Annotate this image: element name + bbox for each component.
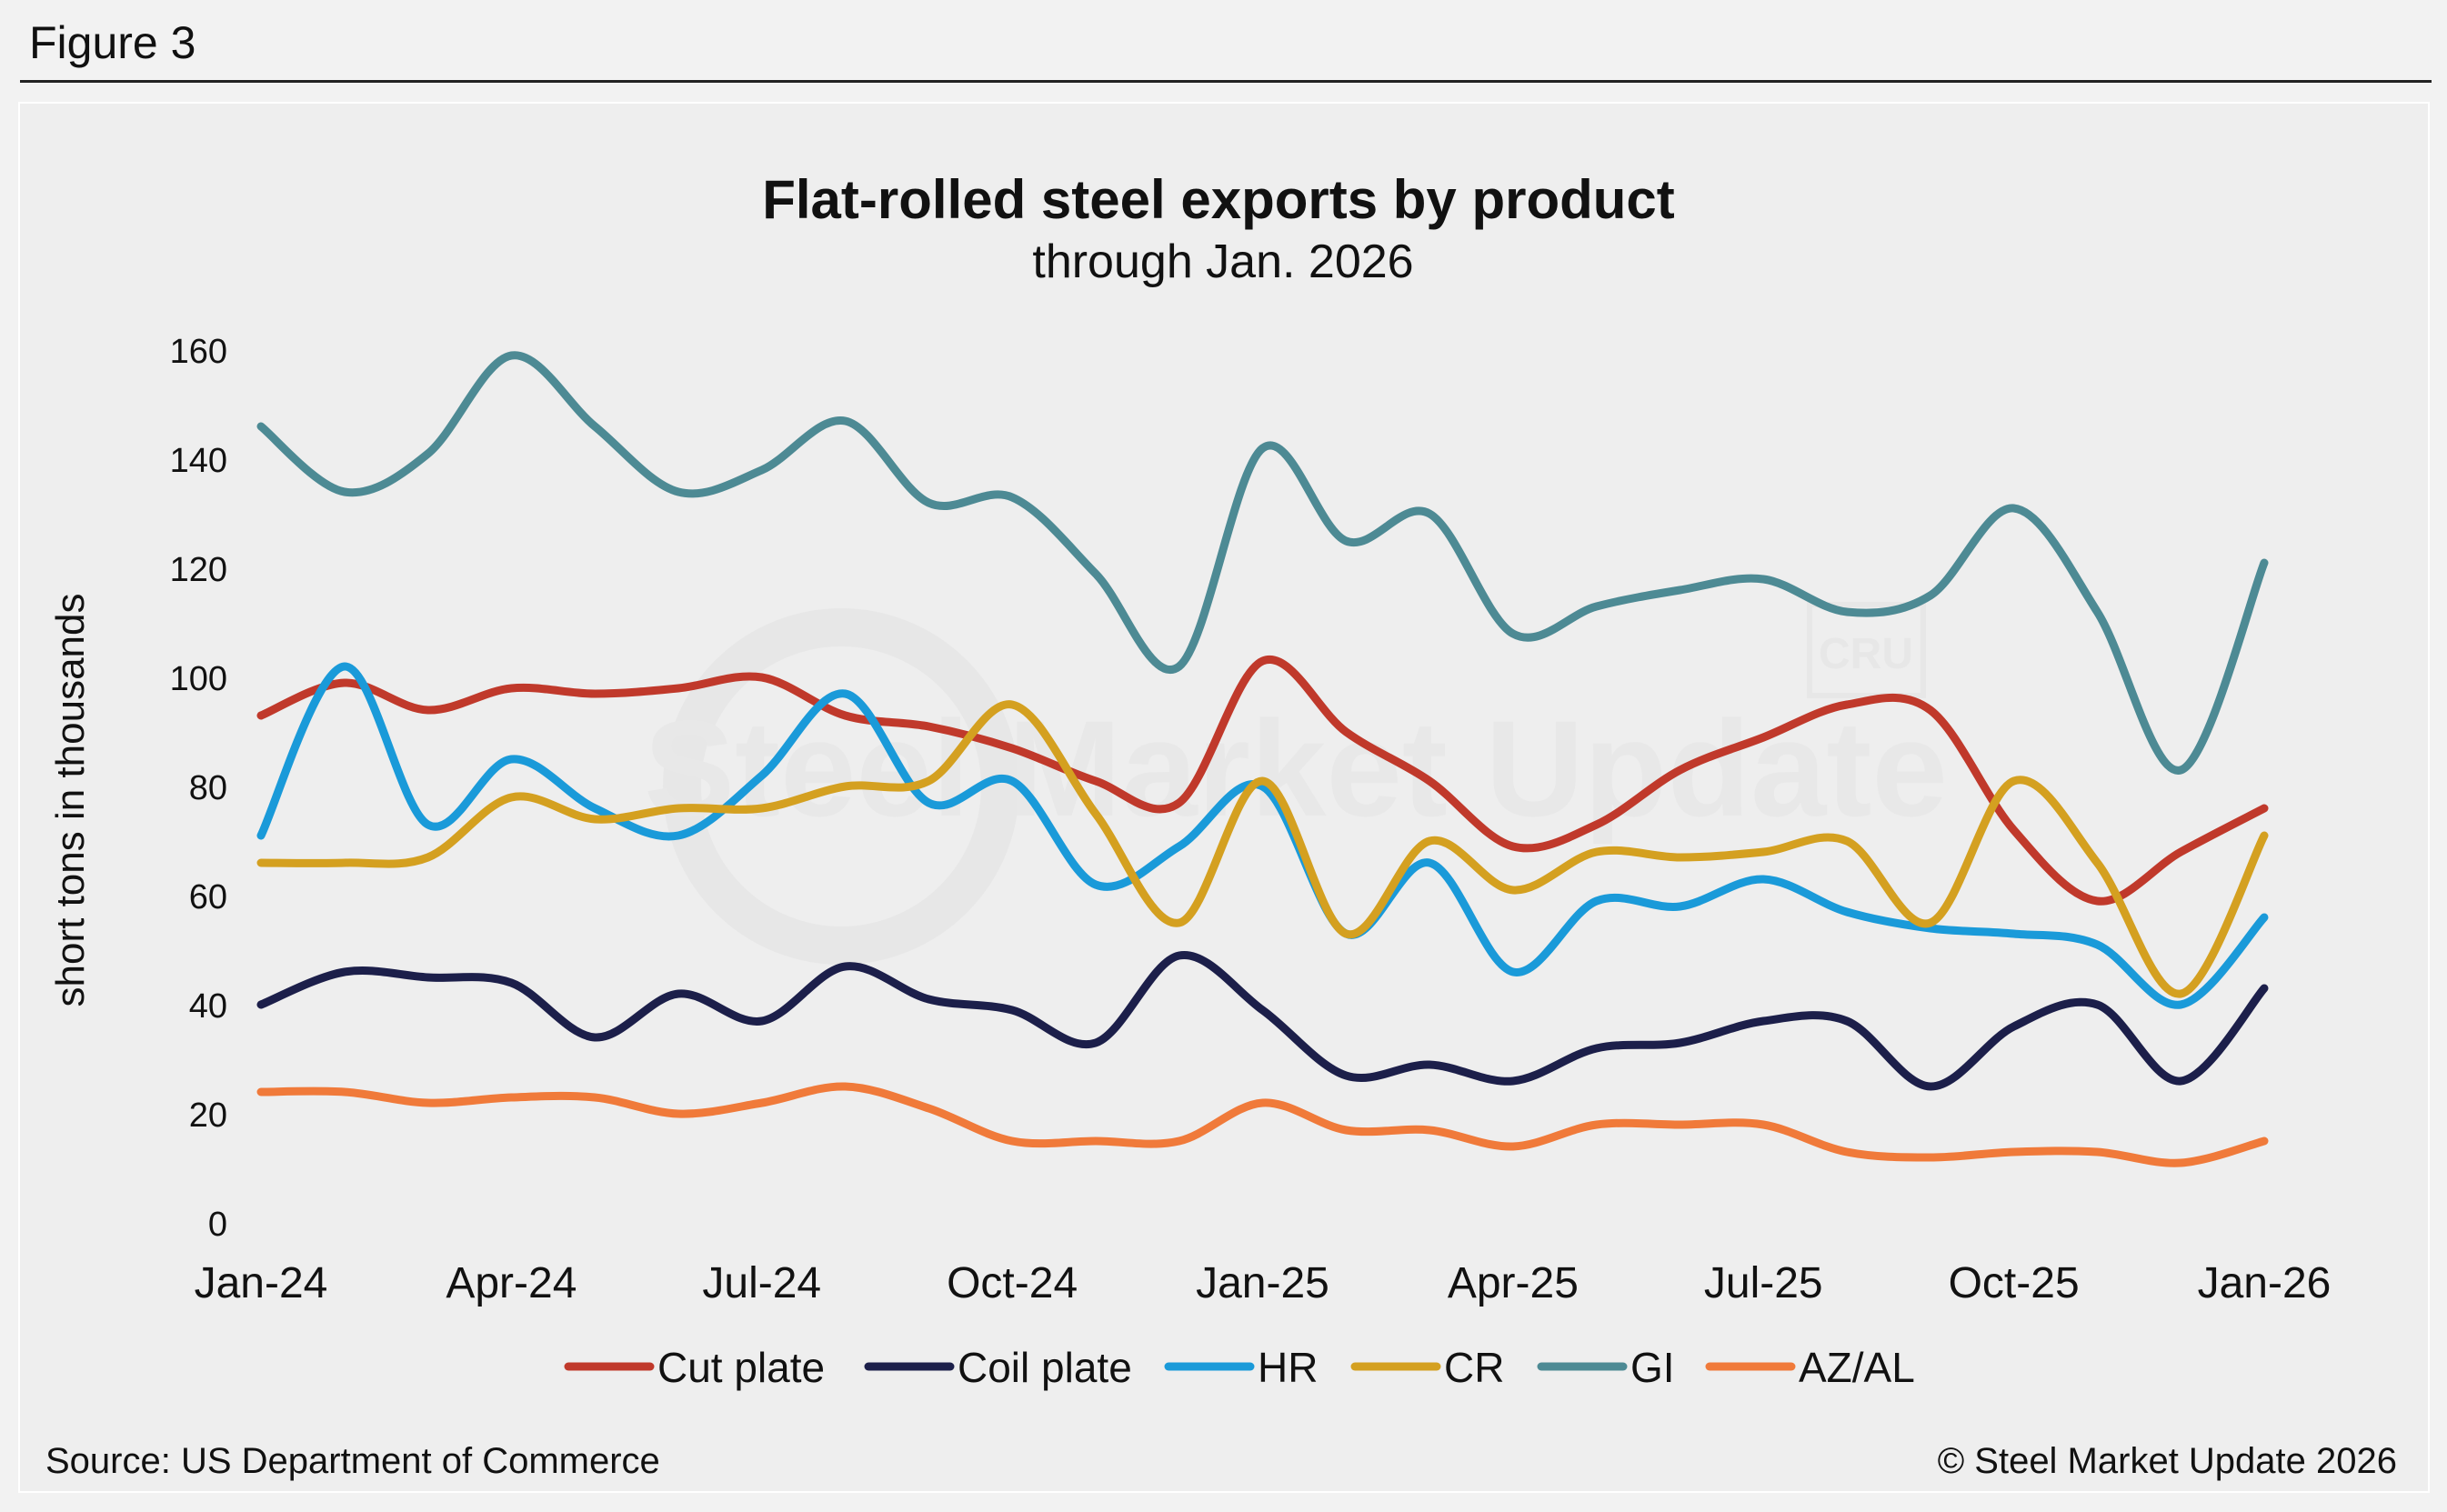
series-line-cr [256,700,2269,998]
y-tick-label: 60 [189,878,227,916]
watermark: Steel Market Update CRU [644,602,1948,965]
x-tick-label: Apr-24 [446,1259,577,1307]
series-line-coil-plate [256,951,2269,1091]
series-line-az-al [256,1082,2269,1167]
figure-label: Figure 3 [29,17,196,68]
y-tick-label: 100 [170,660,227,698]
y-tick-label: 20 [189,1096,227,1135]
y-tick-label: 120 [170,551,227,589]
y-tick-label: 80 [189,769,227,807]
series-line-gi [256,351,2269,775]
x-tick-label: Oct-25 [1949,1259,2080,1307]
y-axis-ticks: 0 20 40 60 80 100 120 140 160 [170,333,227,1244]
x-tick-label: Jul-25 [1704,1259,1823,1307]
legend-label-hr: HR [1258,1344,1318,1391]
y-tick-label: 160 [170,333,227,371]
copyright-note: © Steel Market Update 2026 [1937,1441,2397,1481]
x-axis-ticks: Jan-24 Apr-24 Jul-24 Oct-24 Jan-25 Apr-25 Jul-… [195,1259,2332,1307]
y-tick-label: 140 [170,442,227,480]
x-tick-label: Jan-26 [2198,1259,2332,1307]
header-rule [20,80,2432,83]
legend-label-az-al: AZ/AL [1799,1344,1915,1391]
y-axis-label: short tons in thousands [48,594,93,1007]
legend: Cut plate Coil plate HR CR GI AZ/AL [564,1344,1915,1391]
legend-label-gi: GI [1630,1344,1675,1391]
series-line-hr [256,662,2269,1009]
x-tick-label: Jul-24 [702,1259,821,1307]
chart-subtitle: through Jan. 2026 [1032,235,1413,288]
x-tick-label: Apr-25 [1448,1259,1579,1307]
legend-label-coil-plate: Coil plate [958,1344,1132,1391]
legend-label-cr: CR [1444,1344,1504,1391]
chart-title: Flat-rolled steel exports by product [762,169,1675,230]
x-tick-label: Jan-25 [1196,1259,1329,1307]
watermark-ring [663,608,1019,965]
source-note: Source: US Department of Commerce [45,1441,660,1481]
x-tick-label: Jan-24 [195,1259,328,1307]
legend-label-cut-plate: Cut plate [657,1344,825,1391]
y-tick-label: 0 [208,1206,227,1244]
series-lines [256,351,2269,1167]
x-tick-label: Oct-24 [947,1259,1078,1307]
y-tick-label: 40 [189,987,227,1026]
watermark-badge-frame [1807,602,1926,698]
watermark-badge: CRU [1819,630,1913,678]
figure-header: Figure 3 [0,0,2447,84]
series-line-cut-plate [256,655,2269,906]
